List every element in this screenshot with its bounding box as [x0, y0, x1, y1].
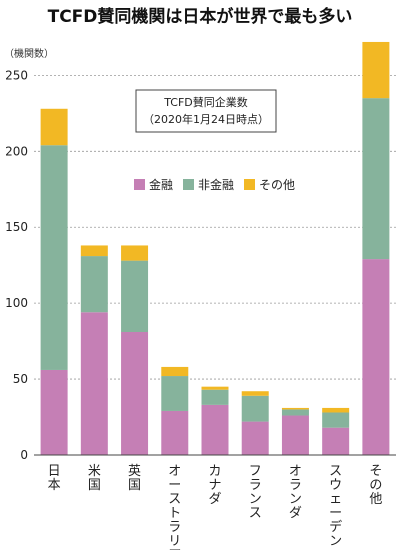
bar-6-series-3 — [241, 391, 269, 396]
bar-9-series-1 — [362, 259, 390, 455]
bar-2-series-3 — [80, 245, 108, 257]
x-tick-label-7: オランダ — [289, 464, 302, 521]
bar-9-series-2 — [362, 98, 390, 260]
x-tick-label-2: 米国 — [88, 464, 101, 493]
x-tick-label-3: 英国 — [128, 464, 141, 493]
bar-3-series-2 — [121, 260, 149, 332]
y-tick-label-250: 250 — [5, 68, 28, 82]
bar-4-series-1 — [161, 410, 189, 455]
chart-title: TCFD賛同機関は日本が世界で最も多い — [48, 6, 353, 27]
bar-6-series-1 — [241, 421, 269, 455]
bar-9-series-3 — [362, 41, 390, 99]
y-axis-ticks: 0 50 100 150 200 250 — [5, 68, 28, 462]
legend-label-3: その他 — [259, 178, 295, 192]
bar-4-series-3 — [161, 366, 189, 377]
x-tick-label-9: その他 — [369, 464, 382, 507]
bar-6-series-2 — [241, 395, 269, 422]
bar-1-series-1 — [40, 369, 68, 455]
bar-5-series-1 — [201, 404, 229, 455]
legend-label-1: 金融 — [149, 177, 173, 192]
x-tick-label-5: カナダ — [208, 464, 221, 507]
bar-7-series-3 — [281, 407, 309, 410]
bar-3-series-1 — [121, 332, 149, 455]
note-line-2: （2020年1月24日時点） — [143, 112, 269, 126]
bar-2-series-1 — [80, 312, 108, 455]
note-line-1: TCFD賛同企業数 — [163, 95, 248, 109]
x-tick-label-6: フランス — [249, 464, 262, 521]
x-tick-label-8: スウェーデン — [329, 464, 342, 549]
x-tick-label-1: 日本 — [48, 464, 61, 493]
bars — [40, 41, 390, 455]
y-tick-label-0: 0 — [20, 448, 28, 462]
chart-note-box: TCFD賛同企業数 （2020年1月24日時点） — [135, 89, 277, 133]
y-tick-label-200: 200 — [5, 144, 28, 158]
y-tick-label-100: 100 — [5, 296, 28, 310]
bar-8-series-3 — [322, 407, 350, 413]
bar-2-series-2 — [80, 256, 108, 313]
bar-5-series-2 — [201, 389, 229, 405]
bar-3-series-3 — [121, 245, 149, 261]
legend-swatch-2 — [183, 179, 194, 190]
legend-swatch-3 — [244, 179, 255, 190]
bar-4-series-2 — [161, 376, 189, 411]
bar-7-series-2 — [281, 409, 309, 416]
bar-1-series-3 — [40, 108, 68, 146]
legend: 金融 非金融 その他 — [134, 177, 295, 192]
legend-swatch-1 — [134, 179, 145, 190]
y-axis-unit-label: （機関数） — [4, 47, 54, 60]
bar-5-series-3 — [201, 386, 229, 390]
bar-8-series-2 — [322, 412, 350, 428]
legend-label-2: 非金融 — [198, 177, 234, 192]
x-tick-label-4: オーストラリア — [168, 464, 181, 550]
y-tick-label-50: 50 — [13, 372, 28, 386]
bar-1-series-2 — [40, 145, 68, 370]
bar-7-series-1 — [281, 415, 309, 455]
y-tick-label-150: 150 — [5, 220, 28, 234]
note-box-frame — [135, 89, 277, 133]
bar-8-series-1 — [322, 427, 350, 455]
